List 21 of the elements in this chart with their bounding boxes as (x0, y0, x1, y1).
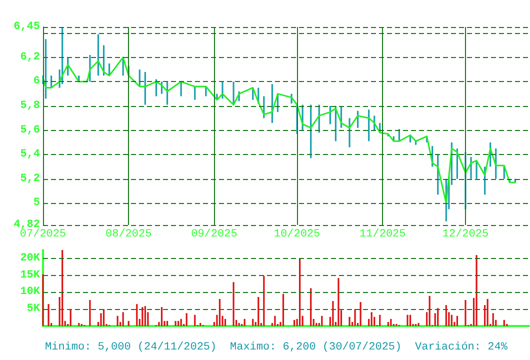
y-tick-label: 10K (20, 286, 40, 298)
y-tick-label: 5,2 (20, 172, 40, 185)
x-tick-label: 07/2025 (20, 228, 66, 240)
x-tick-label: 10/2025 (274, 228, 320, 240)
text: Variación: 24% (415, 342, 508, 354)
y-tick-label: 6,2 (20, 51, 40, 64)
y-tick-label: 6 (33, 76, 40, 88)
y-tick-label: 5K (26, 303, 40, 316)
y-tick-label: 15K (20, 269, 40, 282)
y-tick-label: 5,4 (20, 148, 40, 161)
x-tick-label: 11/2025 (360, 228, 406, 240)
y-tick-label: 20K (20, 252, 40, 264)
x-tick-label: 08/2025 (105, 228, 152, 240)
x-tick-label: 09/2025 (191, 228, 238, 240)
y-tick-label: 5 (33, 197, 40, 210)
y-tick-label: 5,8 (20, 100, 40, 112)
x-tick-label: 12/2025 (442, 228, 489, 240)
text: Minimo: 5,000 (24/11/2025) (45, 342, 217, 354)
text: Maximo: 6,200 (30/07/2025) (230, 342, 402, 354)
y-tick-label: 5,6 (20, 124, 40, 136)
y-tick-label: 6,45 (14, 21, 40, 33)
